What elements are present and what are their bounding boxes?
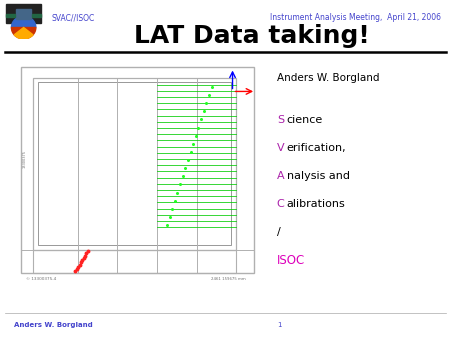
Bar <box>33 250 236 272</box>
Bar <box>6 4 41 23</box>
Text: LAT Data taking!: LAT Data taking! <box>134 24 370 48</box>
Text: alibrations: alibrations <box>287 199 346 209</box>
Text: SVAC//ISOC: SVAC//ISOC <box>52 14 95 22</box>
Text: V: V <box>277 143 284 153</box>
Text: nalysis and: nalysis and <box>287 171 350 181</box>
Bar <box>6 14 15 17</box>
Text: Anders W. Borgland: Anders W. Borgland <box>277 73 379 83</box>
Wedge shape <box>11 27 36 39</box>
Bar <box>33 78 236 250</box>
Bar <box>38 82 231 245</box>
Text: C: C <box>277 199 284 209</box>
Text: Anders W. Borgland: Anders W. Borgland <box>14 322 92 328</box>
Bar <box>32 14 41 17</box>
Text: ISOC: ISOC <box>277 254 305 267</box>
Text: Instrument Analysis Meeting,  April 21, 2006: Instrument Analysis Meeting, April 21, 2… <box>270 14 441 22</box>
Text: S: S <box>277 115 284 125</box>
Text: 13300375: 13300375 <box>22 150 27 168</box>
Text: 2461 159675 mm: 2461 159675 mm <box>212 277 246 281</box>
Wedge shape <box>11 16 36 27</box>
Text: erification,: erification, <box>287 143 346 153</box>
Text: /: / <box>277 227 280 237</box>
Text: A: A <box>277 171 284 181</box>
Text: cience: cience <box>287 115 323 125</box>
Wedge shape <box>14 27 33 39</box>
Text: 1: 1 <box>277 322 281 328</box>
Text: © 13300375-4: © 13300375-4 <box>26 277 56 281</box>
Bar <box>16 9 31 19</box>
